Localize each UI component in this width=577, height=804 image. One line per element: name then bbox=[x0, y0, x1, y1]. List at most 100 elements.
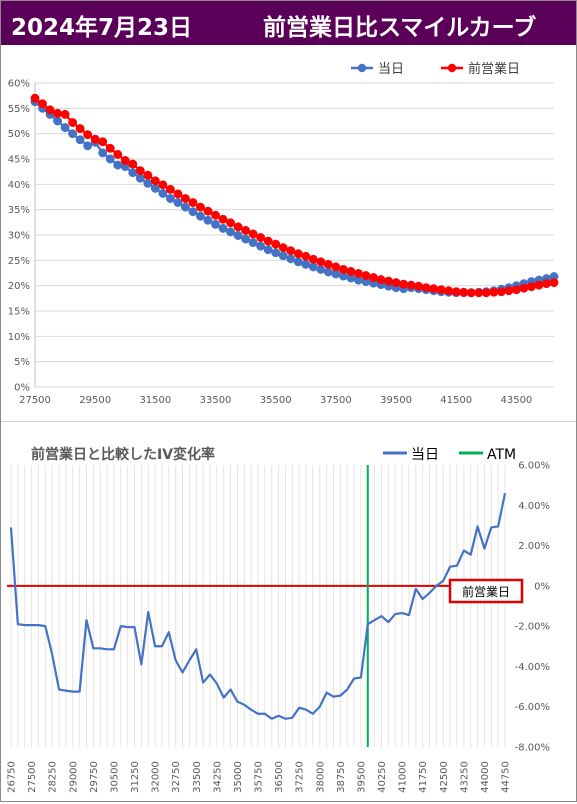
x-tick-label: 40250 bbox=[377, 761, 388, 793]
data-point bbox=[542, 279, 551, 289]
x-tick-label: 28250 bbox=[48, 761, 59, 793]
x-tick-label: 27500 bbox=[19, 395, 51, 406]
y-tick-label: -8.00% bbox=[515, 743, 550, 754]
data-point bbox=[226, 227, 236, 237]
data-point bbox=[143, 170, 153, 180]
data-point bbox=[113, 149, 123, 159]
y-tick-label: -6.00% bbox=[515, 702, 550, 713]
x-tick-label: 38750 bbox=[336, 761, 347, 793]
legend-marker bbox=[447, 63, 457, 73]
data-point bbox=[346, 267, 356, 276]
data-point bbox=[466, 288, 476, 298]
data-point bbox=[120, 156, 130, 165]
x-tick-label: 44000 bbox=[480, 761, 491, 793]
y-tick-label: 0% bbox=[534, 581, 550, 592]
data-point bbox=[271, 239, 281, 249]
y-tick-label: 40% bbox=[8, 180, 30, 191]
data-point bbox=[226, 218, 236, 228]
x-tick-label: 35750 bbox=[254, 761, 265, 793]
chart-title: 前営業日と比較したIV変化率 bbox=[31, 446, 215, 463]
y-tick-label: 20% bbox=[8, 281, 30, 292]
data-point bbox=[451, 287, 461, 297]
data-point bbox=[233, 231, 243, 240]
y-tick-label: 45% bbox=[8, 155, 30, 166]
data-point bbox=[150, 183, 160, 193]
y-tick-label: 2.00% bbox=[518, 541, 550, 552]
data-point bbox=[278, 243, 288, 253]
x-tick-label: 33500 bbox=[200, 395, 232, 406]
x-tick-label: 31500 bbox=[139, 395, 171, 406]
y-tick-label: 4.00% bbox=[518, 501, 550, 512]
data-point bbox=[361, 271, 371, 280]
data-point bbox=[211, 219, 220, 229]
data-point bbox=[180, 194, 190, 203]
data-point bbox=[75, 124, 85, 134]
data-point bbox=[496, 287, 506, 297]
data-point bbox=[338, 265, 348, 274]
legend-label: 前営業日 bbox=[468, 61, 520, 77]
data-point bbox=[60, 123, 70, 133]
y-tick-label: 30% bbox=[8, 231, 30, 242]
x-tick-label: 32000 bbox=[151, 761, 162, 793]
header-date: 2024年7月23日 bbox=[11, 15, 193, 41]
x-tick-label: 30500 bbox=[109, 761, 120, 793]
iv-change-chart: 6.00% 4.00% 2.00% 0% -2.00% -4.00% -6.00% -8.00… bbox=[7, 446, 551, 793]
data-point bbox=[135, 166, 145, 176]
data-point bbox=[128, 168, 138, 178]
data-point bbox=[158, 189, 168, 198]
data-point bbox=[128, 159, 138, 169]
x-tick-label: 29000 bbox=[68, 761, 79, 793]
data-point bbox=[489, 287, 499, 297]
data-point bbox=[218, 214, 228, 224]
data-point bbox=[53, 116, 63, 126]
x-tick-label: 41500 bbox=[440, 395, 472, 406]
data-point bbox=[135, 173, 145, 183]
data-point bbox=[511, 285, 521, 295]
data-point bbox=[444, 286, 454, 296]
x-tick-label: 39500 bbox=[356, 761, 367, 793]
y-tick-label: 0% bbox=[14, 383, 30, 394]
y-tick-label: 50% bbox=[8, 129, 30, 140]
data-point bbox=[165, 194, 175, 203]
x-tick-label: 41000 bbox=[398, 761, 409, 793]
data-point bbox=[353, 269, 363, 278]
data-point bbox=[68, 129, 78, 139]
legend-label: 当日 bbox=[378, 62, 404, 77]
data-point bbox=[519, 283, 529, 293]
x-tick-label: 43500 bbox=[500, 395, 532, 406]
data-point bbox=[83, 141, 93, 151]
data-point bbox=[406, 280, 416, 290]
y-tick-label: 25% bbox=[8, 256, 30, 267]
data-point bbox=[301, 251, 311, 261]
data-point bbox=[256, 233, 266, 242]
data-point bbox=[211, 210, 220, 220]
panel-divider bbox=[1, 421, 576, 422]
data-point bbox=[173, 189, 183, 199]
data-point bbox=[331, 262, 341, 272]
x-tick-label: 29750 bbox=[89, 761, 100, 793]
data-point bbox=[534, 280, 544, 290]
data-point bbox=[504, 286, 514, 296]
data-point bbox=[241, 234, 251, 244]
data-point bbox=[256, 241, 266, 251]
data-point bbox=[68, 118, 78, 127]
y-tick-label: 55% bbox=[8, 104, 30, 115]
x-tick-label: 27500 bbox=[27, 761, 38, 793]
data-point bbox=[436, 285, 446, 295]
x-tick-label: 42500 bbox=[439, 761, 450, 793]
data-point bbox=[369, 273, 378, 283]
data-point bbox=[173, 198, 183, 208]
data-point bbox=[188, 198, 198, 208]
data-point bbox=[53, 108, 63, 118]
data-point bbox=[399, 279, 409, 289]
x-tick-label: 41750 bbox=[418, 761, 429, 793]
data-point bbox=[83, 130, 93, 140]
x-tick-label: 35500 bbox=[260, 395, 292, 406]
y-tick-label: 15% bbox=[8, 307, 30, 318]
data-point bbox=[188, 207, 198, 217]
data-point bbox=[196, 211, 205, 221]
x-tick-label: 31250 bbox=[130, 761, 141, 793]
data-point bbox=[278, 251, 288, 261]
data-point bbox=[150, 176, 160, 186]
smile-curve-panel: 0% 5% 10% 15% 20% 25% 30% 35% 40% 45% 50% 55% 60% 275… bbox=[1, 46, 576, 421]
